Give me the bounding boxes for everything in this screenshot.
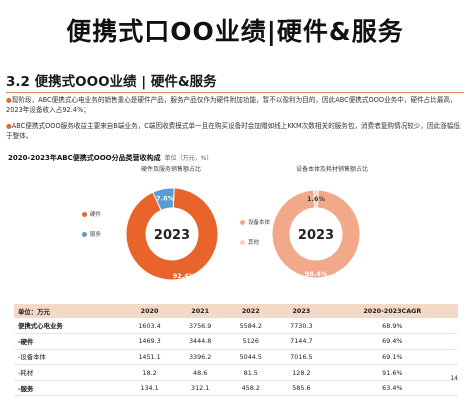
donut-label-硬件: 92.4% bbox=[173, 272, 196, 280]
section-unit: 单位（万元，%） bbox=[164, 155, 213, 162]
chart-title: 硬件及服务销售额占比 bbox=[140, 166, 201, 173]
slide: 3.2 便携式OOO业绩 | 硬件&服务 ●现阶段，ABC便携式心电业务的销售重… bbox=[0, 64, 470, 400]
table-row: 便携式心电业务 1603.4 3756.9 5584.2 7730.3 68.9… bbox=[14, 318, 458, 335]
slide-title: 3.2 便携式OOO业绩 | 硬件&服务 bbox=[6, 74, 217, 90]
table-row: -设备本体 1451.1 3396.2 5044.5 7016.5 69.1% bbox=[14, 349, 458, 366]
table-cell: 134.1 bbox=[124, 380, 175, 397]
donut-slice-其他 bbox=[313, 189, 319, 209]
table-cell: 7144.7 bbox=[276, 333, 327, 350]
charts-area: 硬件及服务销售额占比 硬件 服务 2023 92.4% 7.6% 设备本体及耗材销售… bbox=[0, 164, 470, 299]
legend-label: 设备本体 bbox=[248, 220, 271, 226]
table-cell: 585.6 bbox=[276, 380, 327, 397]
donut-center-label: 2023 bbox=[154, 228, 190, 243]
table-cell: 63.4% bbox=[326, 380, 458, 397]
table-header: 单位：万元 bbox=[14, 304, 125, 318]
page-number: 14 bbox=[450, 375, 458, 382]
table-header: 2021 bbox=[174, 304, 226, 318]
donut-label-服务: 7.6% bbox=[156, 195, 175, 203]
donut-slice-设备本体 bbox=[271, 189, 361, 279]
legend-swatch bbox=[82, 211, 87, 217]
table-cell: 7730.3 bbox=[276, 318, 327, 335]
table-cell: 3756.9 bbox=[174, 318, 226, 335]
chart-hardware-service: 硬件及服务销售额占比 硬件 服务 2023 92.4% 7.6% bbox=[78, 164, 264, 299]
table-header: 2023 bbox=[276, 304, 327, 318]
table-cell: 1603.4 bbox=[124, 318, 175, 335]
legend-label: 硬件 bbox=[90, 212, 102, 218]
legend-item: 其他 bbox=[240, 232, 270, 252]
banner: 便携式口OO业绩|硬件&服务 bbox=[0, 0, 470, 60]
chart-legend: 硬件 服务 bbox=[82, 204, 101, 244]
row-label: -设备本体 bbox=[14, 349, 125, 366]
bullet-text: ABC便携式OOO服务收益主要来自B端业务，C端因收费模式单一且在购买设备时会加… bbox=[6, 122, 460, 140]
chart-title: 设备本体及耗材销售额占比 bbox=[295, 166, 368, 173]
table-cell: 5044.5 bbox=[225, 349, 277, 366]
legend-swatch bbox=[82, 231, 87, 237]
bullet-dot-icon: ● bbox=[6, 122, 12, 130]
table-cell: 3396.2 bbox=[174, 349, 226, 366]
revenue-table: 单位：万元 2020 2021 2022 2023 2020-2023CAGR … bbox=[14, 304, 458, 397]
table-cell: 128.2 bbox=[276, 364, 327, 381]
table-header: 2020-2023CAGR bbox=[326, 304, 458, 318]
legend-item: 硬件 bbox=[82, 204, 101, 224]
legend-label: 其他 bbox=[248, 240, 260, 246]
row-label: -耗材 bbox=[14, 364, 125, 381]
donut-svg-left: 2023 92.4% 7.6% bbox=[125, 187, 219, 281]
table-cell: 3444.8 bbox=[174, 333, 226, 350]
banner-title: 便携式口OO业绩|硬件&服务 bbox=[66, 17, 404, 46]
table-cell: 81.5 bbox=[225, 364, 277, 381]
bullet-service: ●ABC便携式OOO服务收益主要来自B端业务，C端因收费模式单一且在购买设备时会… bbox=[6, 122, 466, 141]
legend-swatch bbox=[240, 239, 245, 245]
row-label: 便携式心电业务 bbox=[14, 318, 125, 335]
donut-label-其他: 1.6% bbox=[307, 195, 326, 203]
table-cell: 48.6 bbox=[174, 364, 226, 381]
legend-item: 设备本体 bbox=[240, 212, 270, 232]
table-row: -耗材 18.2 48.6 81.5 128.2 91.6% bbox=[14, 364, 458, 381]
table-cell: 1469.3 bbox=[124, 333, 175, 350]
legend-item: 服务 bbox=[82, 224, 101, 244]
table-header-row: 单位：万元 2020 2021 2022 2023 2020-2023CAGR bbox=[14, 304, 458, 318]
table-row: -硬件 1469.3 3444.8 5126 7144.7 69.4% bbox=[14, 333, 458, 350]
legend-swatch bbox=[240, 219, 245, 225]
bullet-dot-icon: ● bbox=[6, 96, 12, 104]
bullet-hardware: ●现阶段，ABC便携式心电业务的销售重心是硬件产品，服务产品仅作为硬件附加功能，… bbox=[6, 96, 466, 115]
table-cell: 5584.2 bbox=[225, 318, 277, 335]
title-divider bbox=[6, 92, 464, 93]
table-cell: 91.6% bbox=[326, 364, 458, 381]
chart-device-consumables: 设备本体及耗材销售额占比 设备本体 其他 2023 98.4% 1.6% bbox=[232, 164, 432, 299]
table-cell: 69.1% bbox=[326, 349, 458, 366]
donut-slice-硬件 bbox=[125, 187, 219, 281]
table-row: -服务 134.1 312.1 458.2 585.6 63.4% bbox=[14, 380, 458, 397]
donut-center bbox=[294, 212, 338, 256]
row-label: -硬件 bbox=[14, 333, 125, 350]
section-label-text: 2020-2023年ABC便携式OOO分品类营收构成 bbox=[8, 154, 161, 162]
table-cell: 5126 bbox=[225, 333, 277, 350]
table-cell: 312.1 bbox=[174, 380, 226, 397]
donut-label-设备本体: 98.4% bbox=[305, 270, 328, 278]
table-header: 2022 bbox=[225, 304, 277, 318]
donut-slice-服务 bbox=[152, 187, 175, 212]
table-cell: 18.2 bbox=[124, 364, 175, 381]
donut-svg-right: 2023 98.4% 1.6% bbox=[271, 189, 361, 279]
table-cell: 7016.5 bbox=[276, 349, 327, 366]
donut-center bbox=[150, 212, 194, 256]
bullet-text: 现阶段，ABC便携式心电业务的销售重心是硬件产品，服务产品仅作为硬件附加功能，暂… bbox=[6, 96, 457, 114]
table-header: 2020 bbox=[124, 304, 175, 318]
table-cell: 69.4% bbox=[326, 333, 458, 350]
table-cell: 1451.1 bbox=[124, 349, 175, 366]
table-cell: 458.2 bbox=[225, 380, 277, 397]
table-cell: 68.9% bbox=[326, 318, 458, 335]
donut-center-label: 2023 bbox=[298, 228, 334, 243]
chart-legend: 设备本体 其他 bbox=[240, 212, 270, 252]
row-label: -服务 bbox=[14, 380, 125, 397]
legend-label: 服务 bbox=[90, 232, 102, 238]
section-label: 2020-2023年ABC便携式OOO分品类营收构成 单位（万元，%） bbox=[8, 153, 212, 163]
